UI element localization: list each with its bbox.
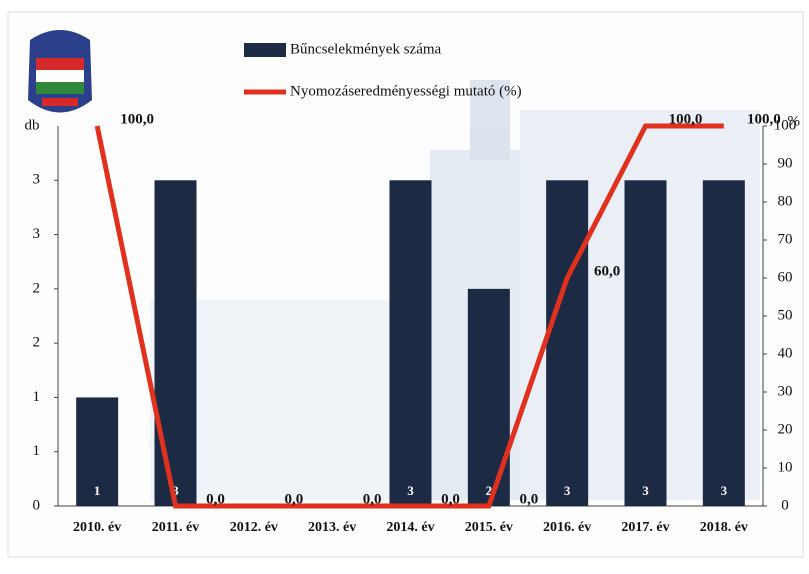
x-tick-label: 2012. év <box>230 520 278 535</box>
y2-tick-label: 30 <box>778 383 793 399</box>
y-axis-label: db <box>25 117 40 133</box>
y2-tick-label: 0 <box>781 497 789 513</box>
y-tick-label: 1 <box>33 443 41 459</box>
x-tick-label: 2011. év <box>152 520 199 535</box>
line-label: 0,0 <box>284 491 303 507</box>
bar <box>702 180 745 507</box>
x-tick-label: 2018. év <box>700 520 748 535</box>
y2-tick-label: 50 <box>778 307 793 323</box>
legend-label: Bűncselekmények száma <box>290 41 442 57</box>
legend-label: Nyomozáseredményességi mutató (%) <box>290 83 522 99</box>
line <box>94 123 724 509</box>
bar-label: 1 <box>94 483 101 498</box>
x-tick-label: 2016. év <box>543 520 591 535</box>
bar-label: 3 <box>721 483 728 498</box>
bar <box>546 180 589 507</box>
y2-tick-label: 100 <box>774 117 797 133</box>
y-tick-label: 2 <box>33 280 41 296</box>
y2-tick-label: 80 <box>778 193 793 209</box>
bar <box>76 397 119 506</box>
y2-tick-label: 90 <box>778 155 793 171</box>
bar-label: 3 <box>172 483 179 498</box>
line-label: 0,0 <box>441 491 460 507</box>
y-tick-label: 3 <box>33 172 41 188</box>
line-label: 0,0 <box>363 491 382 507</box>
bar <box>624 180 667 507</box>
y-tick-label: 0 <box>33 497 41 513</box>
line-label: 100,0 <box>747 111 781 127</box>
y-tick-label: 1 <box>33 389 41 405</box>
x-tick-label: 2014. év <box>386 520 434 535</box>
bar <box>389 180 432 507</box>
line-label: 60,0 <box>594 263 620 279</box>
x-tick-label: 2010. év <box>73 520 121 535</box>
y2-tick-label: 60 <box>778 269 793 285</box>
police-logo <box>28 30 92 113</box>
line-label: 0,0 <box>206 491 225 507</box>
bar-label: 3 <box>407 483 414 498</box>
x-tick-label: 2013. év <box>308 520 356 535</box>
y2-axis-label: % <box>788 113 801 129</box>
y2-tick-label: 70 <box>778 231 793 247</box>
bar-label: 2 <box>486 483 493 498</box>
bar-label: 3 <box>642 483 649 498</box>
y2-tick-label: 20 <box>778 421 793 437</box>
line-label: 100,0 <box>669 111 703 127</box>
y2-tick-label: 10 <box>778 459 793 475</box>
bar <box>467 288 510 506</box>
y-tick-label: 3 <box>33 226 41 242</box>
bar-label: 3 <box>564 483 571 498</box>
x-tick-label: 2015. év <box>465 520 513 535</box>
bar <box>154 180 197 507</box>
x-tick-label: 2017. év <box>621 520 669 535</box>
legend-swatch <box>244 43 286 57</box>
y-tick-label: 2 <box>33 335 41 351</box>
y2-tick-label: 40 <box>778 345 793 361</box>
line-label: 100,0 <box>120 111 154 127</box>
line-label: 0,0 <box>519 491 538 507</box>
